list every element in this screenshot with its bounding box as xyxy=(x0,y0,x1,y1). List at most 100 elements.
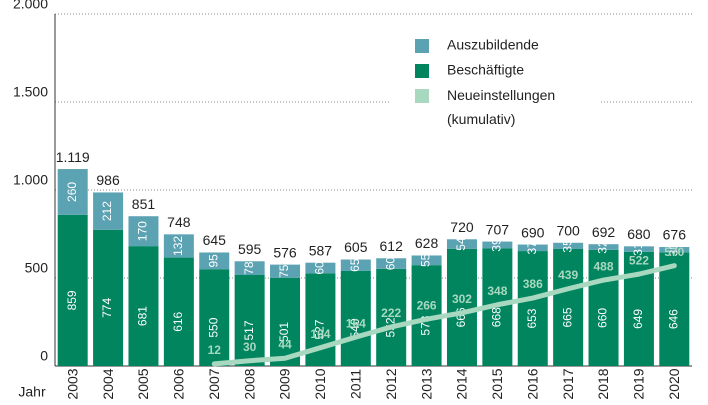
bar-segment xyxy=(446,248,477,366)
x-tick-label: 2004 xyxy=(100,368,116,399)
bar-segment xyxy=(340,259,371,271)
legend-label: Neueinstellungen (kumulativ) xyxy=(447,87,555,127)
bar-value-label: 30 xyxy=(666,243,680,257)
bar-value-label: 39 xyxy=(490,238,504,252)
bar-value-label: 78 xyxy=(242,261,256,275)
bar-value-label: 35 xyxy=(560,239,574,253)
line-value-label: 222 xyxy=(381,306,401,320)
bar-segment xyxy=(411,255,442,266)
total-label: 720 xyxy=(450,219,474,235)
y-tick-label: 1.500 xyxy=(13,84,48,100)
x-tick-label: 2006 xyxy=(171,368,187,399)
legend-label-line: Neueinstellungen xyxy=(447,87,555,103)
bar-segment xyxy=(93,229,124,366)
x-tick-label: 2009 xyxy=(277,368,293,399)
bar-segment xyxy=(659,252,690,366)
total-label: 692 xyxy=(592,224,616,240)
bar-value-label: 60 xyxy=(383,257,397,271)
total-label: 700 xyxy=(556,223,580,239)
bar-value-label: 37 xyxy=(525,241,539,255)
bar-segment xyxy=(340,270,371,366)
line-value-label: 488 xyxy=(594,259,614,273)
x-tick-label: 2012 xyxy=(383,368,399,399)
x-tick-label: 2015 xyxy=(489,368,505,399)
x-tick-label: 2016 xyxy=(524,368,540,399)
total-label: 605 xyxy=(344,239,368,255)
x-tick-label: 2010 xyxy=(312,368,328,399)
x-tick-label: 2017 xyxy=(560,368,576,399)
x-tick-label: 2008 xyxy=(241,368,257,399)
bar-value-label: 665 xyxy=(560,307,574,327)
total-label: 851 xyxy=(132,196,156,212)
bar-value-label: 260 xyxy=(65,182,79,202)
y-tick-label: 500 xyxy=(25,260,49,276)
legend-label: Beschäftigte xyxy=(447,62,524,78)
bar-value-label: 681 xyxy=(136,306,150,326)
line-value-label: 104 xyxy=(310,327,330,341)
line-value-label: 570 xyxy=(664,245,684,259)
bar-segment xyxy=(517,251,548,366)
bar-segment xyxy=(376,268,407,366)
bar-value-label: 616 xyxy=(171,311,185,331)
x-tick-label: 2019 xyxy=(631,368,647,399)
line-value-label: 386 xyxy=(523,277,543,291)
bar-segment xyxy=(588,249,619,366)
y-tick-label: 2.000 xyxy=(13,0,48,12)
bar-value-label: 132 xyxy=(171,236,185,256)
line-value-label: 302 xyxy=(452,292,472,306)
total-label: 576 xyxy=(273,244,297,260)
bar-value-label: 55 xyxy=(419,253,433,267)
bar-value-label: 60 xyxy=(313,261,327,275)
total-label: 748 xyxy=(167,214,191,230)
total-label: 628 xyxy=(415,235,439,251)
total-label: 612 xyxy=(380,238,404,254)
x-tick-label: 2011 xyxy=(348,369,364,399)
bar-value-label: 649 xyxy=(631,309,645,329)
bar-segment xyxy=(553,242,584,249)
line-value-label: 266 xyxy=(417,298,437,312)
x-tick-label: 2020 xyxy=(666,368,682,399)
total-label: 587 xyxy=(309,242,333,258)
total-label: 645 xyxy=(203,232,227,248)
x-tick-label: 2005 xyxy=(135,368,151,399)
x-tick-label: 2018 xyxy=(595,368,611,399)
bar-segment xyxy=(553,248,584,366)
bar-value-label: 212 xyxy=(100,201,114,221)
bar-value-label: 550 xyxy=(206,317,220,337)
total-label: 707 xyxy=(486,221,510,237)
bar-value-label: 527 xyxy=(313,319,327,339)
bar-segment xyxy=(128,216,159,247)
bar-segment xyxy=(659,247,690,253)
bar-segment xyxy=(128,246,159,366)
total-label: 986 xyxy=(96,172,120,188)
bar-value-label: 517 xyxy=(242,320,256,340)
total-label: 690 xyxy=(521,224,545,240)
line-value-label: 522 xyxy=(629,253,649,267)
bar-segment xyxy=(446,239,477,249)
line-value-label: 164 xyxy=(346,316,366,330)
bar-segment xyxy=(163,257,194,366)
bar-segment xyxy=(376,258,407,269)
line-value-label: 439 xyxy=(558,268,578,282)
line-value-label: 348 xyxy=(487,284,507,298)
total-label: 680 xyxy=(627,226,651,242)
bar-segment xyxy=(588,244,619,250)
bar-value-label: 653 xyxy=(525,308,539,328)
bar-value-label: 54 xyxy=(454,237,468,251)
total-label: 676 xyxy=(663,227,687,243)
x-tick-label: 2003 xyxy=(64,368,80,399)
bar-segment xyxy=(57,214,88,366)
bar-value-label: 646 xyxy=(666,309,680,329)
line-value-label: 12 xyxy=(208,343,222,357)
y-tick-label: 1.000 xyxy=(13,172,48,188)
y-tick-label: 0 xyxy=(40,348,48,364)
bar-value-label: 170 xyxy=(136,221,150,241)
legend-label: Auszubildende xyxy=(447,37,539,53)
x-tick-label: 2007 xyxy=(206,368,222,399)
bar-segment xyxy=(234,261,265,276)
bar-value-label: 95 xyxy=(206,254,220,268)
line xyxy=(211,263,677,367)
bar-segment xyxy=(270,264,301,278)
bar-segment xyxy=(57,169,88,215)
